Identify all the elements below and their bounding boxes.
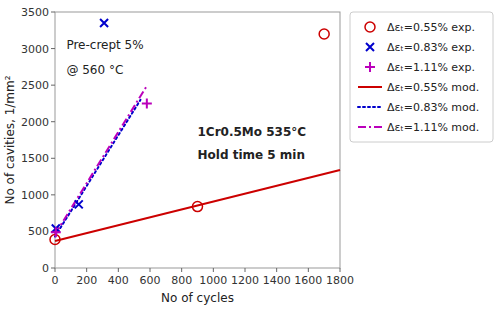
y-tick-label: 1500 — [21, 152, 49, 165]
data-point — [142, 98, 152, 108]
legend-label: Δεₜ=0.55% exp. — [387, 21, 475, 34]
x-tick — [55, 268, 56, 272]
data-point — [100, 19, 108, 27]
marks — [50, 19, 340, 245]
data-point — [193, 202, 203, 212]
x-tick-label: 1000 — [199, 274, 227, 287]
legend-swatch — [358, 126, 382, 128]
y-tick — [51, 268, 55, 269]
plot-frame — [55, 12, 340, 268]
y-tick — [51, 194, 55, 195]
legend-label: Δεₜ=0.55% mod. — [387, 81, 479, 94]
y-tick — [51, 12, 55, 13]
x-tick-label: 800 — [171, 274, 192, 287]
legend-swatch — [365, 62, 375, 72]
x-tick — [245, 268, 246, 272]
data-point — [51, 227, 61, 237]
x-tick-label: 1800 — [326, 274, 354, 287]
legend-label: Δεₜ=0.83% exp. — [387, 41, 475, 54]
model-line — [55, 170, 340, 241]
x-tick — [118, 268, 119, 272]
y-tick — [51, 48, 55, 49]
x-tick — [150, 268, 151, 272]
x-tick-label: 1400 — [263, 274, 291, 287]
legend-label: Δεₜ=1.11% mod. — [387, 121, 479, 134]
annotations: Pre-crept 5% @ 560 °C 1Cr0.5Mo 535°C Hold t… — [66, 38, 306, 162]
x-tick-label: 1600 — [294, 274, 322, 287]
y-tick-label: 2500 — [21, 79, 49, 92]
x-axis-label: No of cycles — [161, 291, 234, 305]
data-point — [75, 200, 83, 208]
y-tick — [51, 158, 55, 159]
y-tick-label: 0 — [42, 262, 49, 275]
x-tick-label: 1200 — [231, 274, 259, 287]
legend-swatch — [358, 106, 382, 108]
legend-box — [350, 12, 493, 142]
legend: Δεₜ=0.55% exp. Δεₜ=0.83% exp. Δεₜ=1.11% ex… — [350, 12, 493, 142]
x-tick — [340, 268, 341, 272]
y-tick-label: 1000 — [21, 189, 49, 202]
legend-swatch — [358, 86, 382, 88]
y-tick — [51, 121, 55, 122]
data-point — [319, 29, 329, 39]
legend-swatch — [366, 43, 374, 51]
chart: 0 200 400 600 800 1000 1200 14001600 1800 0 500 100… — [0, 0, 500, 310]
y-tick-label: 2000 — [21, 116, 49, 129]
annotation: @ 560 °C — [66, 63, 123, 77]
model-line — [55, 86, 147, 234]
x-tick-label: 400 — [108, 274, 129, 287]
x-tick — [308, 268, 309, 272]
y-tick — [51, 85, 55, 86]
axes: 0 200 400 600 800 1000 1200 14001600 1800 0 500 100… — [3, 6, 354, 305]
legend-label: Δεₜ=1.11% exp. — [387, 61, 475, 74]
x-tick — [213, 268, 214, 272]
x-tick-label: 600 — [140, 274, 161, 287]
x-tick-label: 0 — [52, 274, 59, 287]
x-tick-label: 200 — [76, 274, 97, 287]
y-tick-label: 500 — [28, 225, 49, 238]
model-line — [55, 100, 141, 237]
y-axis-label: No of cavities, 1/mm² — [3, 75, 17, 204]
y-tick-label: 3500 — [21, 6, 49, 19]
legend-label: Δεₜ=0.83% mod. — [387, 101, 479, 114]
x-tick — [181, 268, 182, 272]
x-tick — [276, 268, 277, 272]
annotation: Hold time 5 min — [198, 148, 306, 162]
annotation: Pre-crept 5% — [66, 38, 143, 52]
y-tick-label: 3000 — [21, 43, 49, 56]
x-tick — [86, 268, 87, 272]
annotation: 1Cr0.5Mo 535°C — [198, 125, 307, 139]
legend-swatch — [365, 22, 375, 32]
